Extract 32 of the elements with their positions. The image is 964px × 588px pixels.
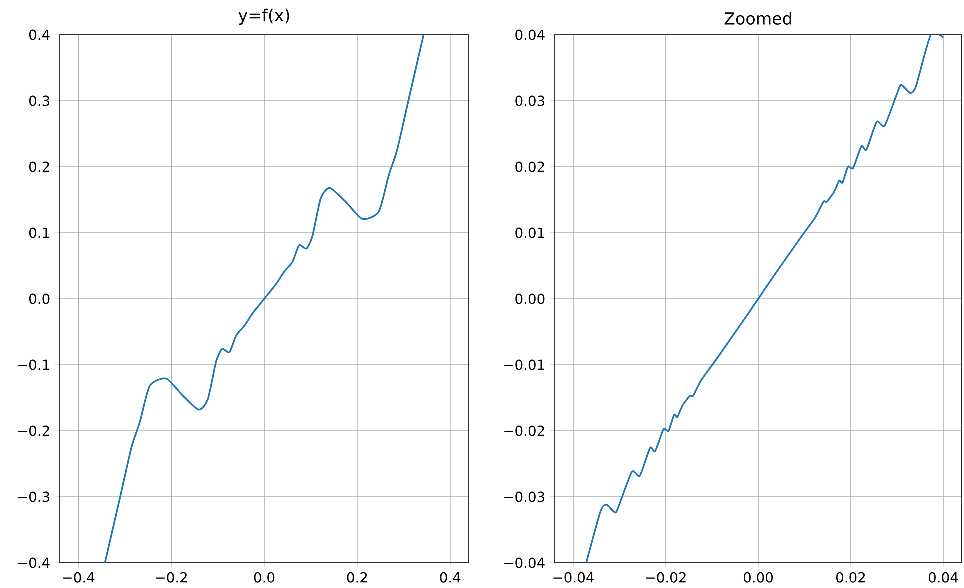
y-tick-label: 0.4 <box>30 30 50 40</box>
y-tick-label: −0.01 <box>504 360 544 370</box>
y-tick-label: −0.04 <box>504 558 545 568</box>
x-tick-label: −0.4 <box>63 572 95 583</box>
chart-title: Zoomed <box>724 12 792 25</box>
x-tick-label: −0.04 <box>554 572 594 583</box>
x-tick-label: 0.02 <box>836 572 866 583</box>
y-tick-label: 0.3 <box>30 96 50 106</box>
y-tick-label: 0.02 <box>516 162 544 172</box>
y-tick-label: −0.1 <box>18 360 50 370</box>
x-tick-label: −0.02 <box>646 572 686 583</box>
x-tick-label: 0.0 <box>254 572 275 583</box>
y-tick-label: 0.03 <box>516 96 545 106</box>
y-tick-label: −0.4 <box>18 558 50 568</box>
line-series <box>104 34 425 563</box>
y-tick-label: 0.2 <box>30 162 50 172</box>
y-tick-label: −0.2 <box>18 426 50 436</box>
y-tick-label: −0.02 <box>504 426 544 436</box>
y-tick-label: 0.1 <box>30 228 50 238</box>
y-tick-label: −0.3 <box>18 492 50 502</box>
y-tick-label: 0.01 <box>516 228 544 238</box>
x-tick-label: 0.4 <box>440 572 461 583</box>
y-tick-label: 0.0 <box>30 294 50 304</box>
x-tick-label: 0.2 <box>347 572 368 583</box>
x-tick-label: −0.2 <box>156 572 187 583</box>
y-tick-label: −0.03 <box>504 492 545 502</box>
y-tick-label: 0.04 <box>516 30 545 40</box>
chart-title: y=f(x) <box>238 8 290 25</box>
line-series <box>586 34 944 563</box>
y-tick-label: 0.00 <box>516 294 545 304</box>
x-tick-label: 0.04 <box>928 572 958 583</box>
x-tick-label: 0.00 <box>744 572 774 583</box>
